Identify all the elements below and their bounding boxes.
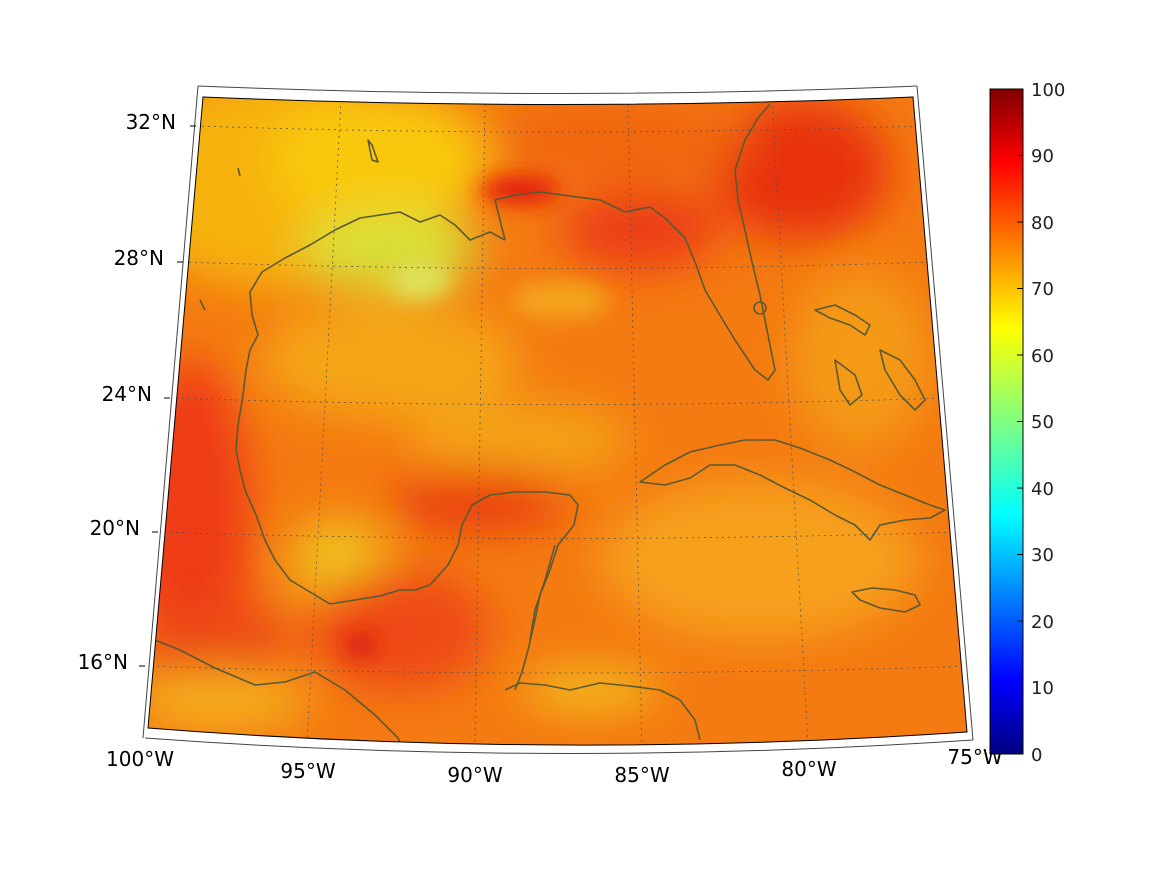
colorbar-tick-100: 100 xyxy=(1031,80,1065,101)
colorbar-tick-90: 90 xyxy=(1031,146,1054,167)
colorbar-tick-50: 50 xyxy=(1031,412,1054,433)
lat-label-16: 16°N xyxy=(78,650,128,674)
coastlines xyxy=(149,103,946,746)
colorbar-tick-10: 10 xyxy=(1031,678,1054,699)
lat-label-20: 20°N xyxy=(90,516,140,540)
lon-label-90w: 90°W xyxy=(447,763,502,787)
lon-label-100w: 100°W xyxy=(106,747,174,771)
map-frame xyxy=(139,85,974,755)
lat-label-24: 24°N xyxy=(102,382,152,406)
lon-label-85w: 85°W xyxy=(614,763,669,787)
lat-label-28: 28°N xyxy=(114,246,164,270)
colorbar-tick-30: 30 xyxy=(1031,545,1054,566)
latitude-labels: 32°N 28°N 24°N 20°N 16°N xyxy=(78,110,176,674)
map-field xyxy=(148,97,967,746)
lat-label-32: 32°N xyxy=(126,110,176,134)
colorbar-tick-20: 20 xyxy=(1031,612,1054,633)
colorbar-tick-40: 40 xyxy=(1031,479,1054,500)
lon-label-80w: 80°W xyxy=(781,757,836,781)
lon-label-95w: 95°W xyxy=(280,759,335,783)
colorbar-tick-80: 80 xyxy=(1031,213,1054,234)
colorbar-tick-0: 0 xyxy=(1031,745,1042,766)
colorbar: 100 90 80 70 60 50 40 30 20 10 0 xyxy=(989,80,1065,766)
colorbar-tick-70: 70 xyxy=(1031,279,1054,300)
longitude-labels: 100°W 95°W 90°W 85°W 80°W 75°W xyxy=(106,745,1003,787)
graticule xyxy=(148,99,967,746)
colorbar-tick-60: 60 xyxy=(1031,346,1054,367)
